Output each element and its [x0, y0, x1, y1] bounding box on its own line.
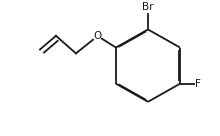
Text: O: O: [94, 31, 102, 41]
Text: F: F: [195, 79, 201, 89]
Text: Br: Br: [142, 2, 154, 12]
